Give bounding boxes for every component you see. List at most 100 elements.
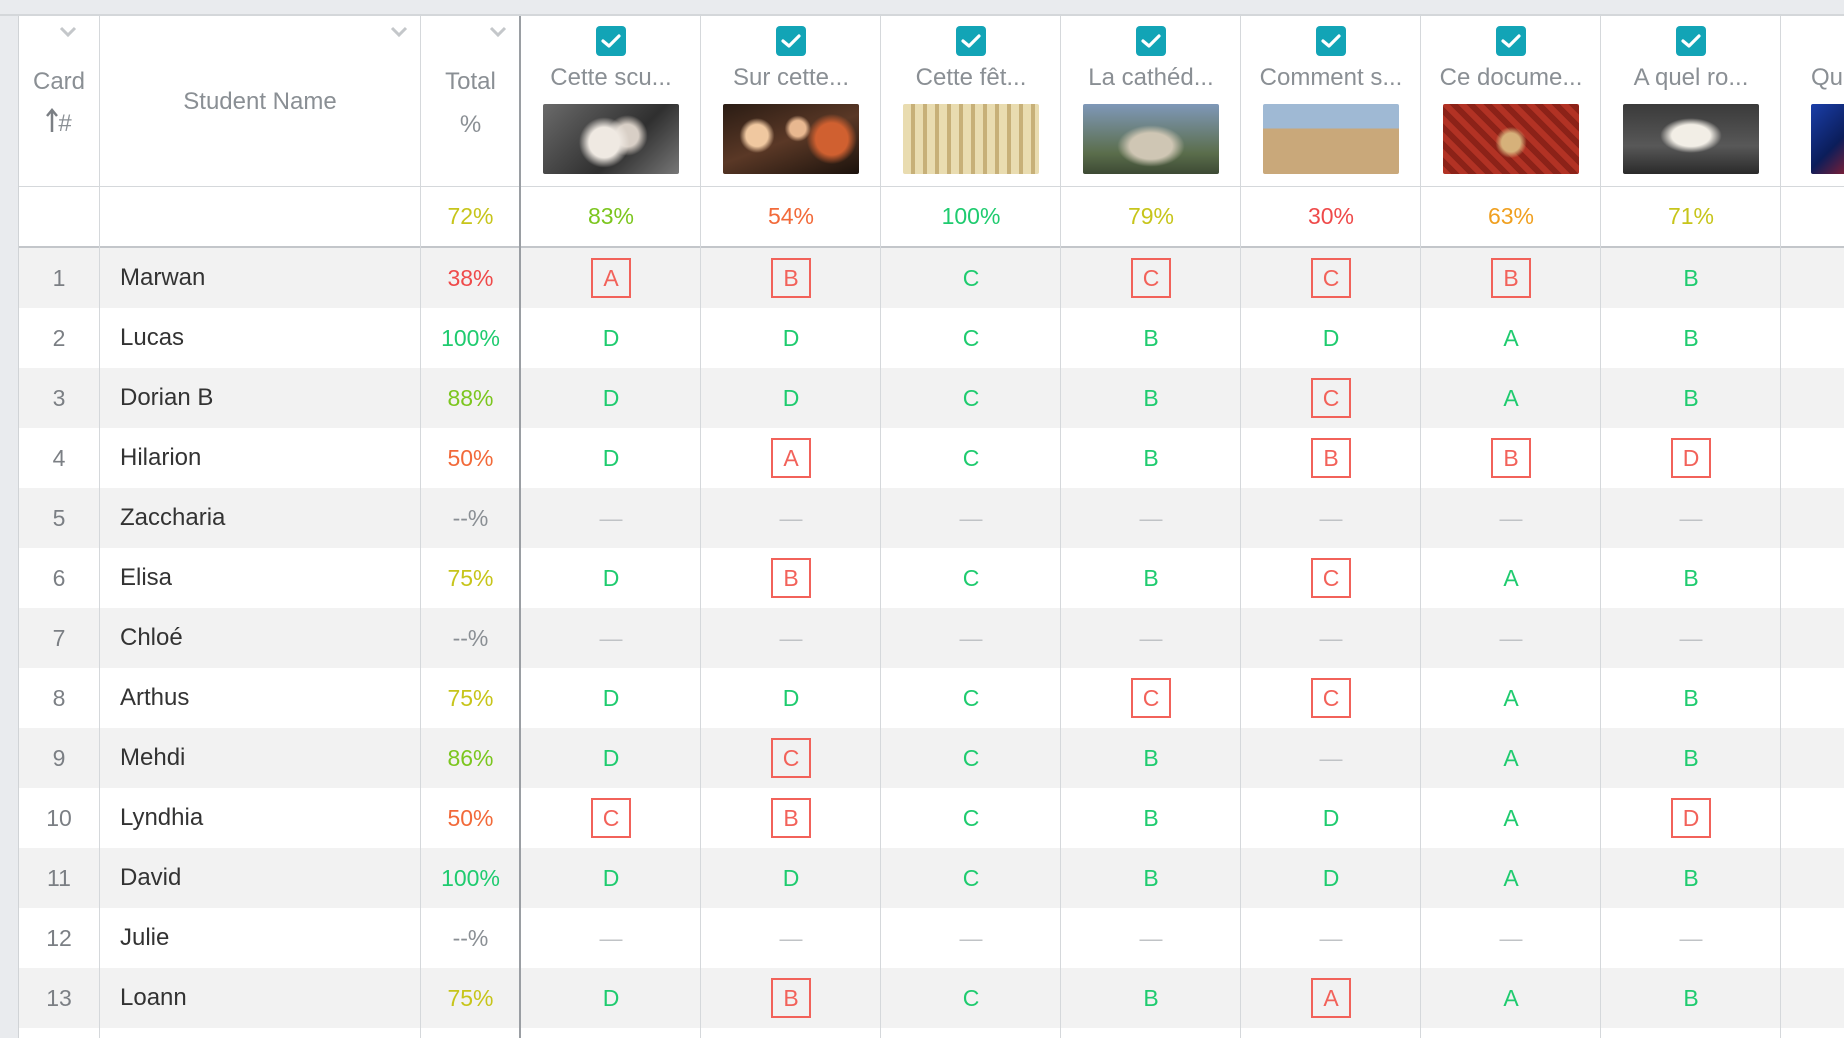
answer-cell[interactable]: A — [1421, 968, 1601, 1028]
answer-cell[interactable]: A — [1241, 968, 1421, 1028]
answer-cell[interactable]: — — [521, 488, 701, 548]
answer-cell[interactable]: — — [1061, 608, 1241, 668]
answer-cell[interactable]: B — [1421, 248, 1601, 308]
answer-cell[interactable]: B — [1061, 368, 1241, 428]
answer-cell[interactable]: D — [1601, 428, 1781, 488]
answer-cell[interactable]: C — [881, 428, 1061, 488]
question-thumbnail-image[interactable] — [1083, 104, 1219, 174]
student-name-column-header[interactable]: Student Name — [100, 16, 420, 186]
student-name[interactable]: Mehdi — [120, 744, 186, 771]
answer-cell[interactable]: A — [1421, 728, 1601, 788]
question-thumbnail-image[interactable] — [1623, 104, 1759, 174]
answer-cell[interactable]: D — [701, 368, 881, 428]
answer-cell[interactable]: B — [1601, 368, 1781, 428]
answer-cell[interactable]: — — [881, 908, 1061, 968]
answer-cell[interactable]: A — [1421, 848, 1601, 908]
answer-cell[interactable]: — — [1241, 608, 1421, 668]
checkbox-checked-icon[interactable] — [1676, 26, 1706, 56]
answer-cell[interactable]: D — [521, 968, 701, 1028]
answer-cell[interactable]: B — [1061, 428, 1241, 488]
answer-cell[interactable]: — — [1241, 488, 1421, 548]
answer-cell[interactable]: A — [1421, 668, 1601, 728]
answer-cell[interactable]: D — [1601, 788, 1781, 848]
answer-cell[interactable]: C — [701, 728, 881, 788]
student-name[interactable]: Dorian B — [120, 384, 214, 411]
answer-cell[interactable]: B — [1601, 668, 1781, 728]
table-row[interactable]: 1 Marwan 38% A B C C C B B — [19, 248, 1844, 308]
answer-cell[interactable]: C — [881, 728, 1061, 788]
table-row[interactable]: 11 David 100% D D C B D A B — [19, 848, 1844, 908]
student-name[interactable]: Arthus — [120, 684, 190, 711]
answer-cell[interactable]: D — [521, 848, 701, 908]
checkbox-checked-icon[interactable] — [956, 26, 986, 56]
answer-cell[interactable]: — — [1241, 908, 1421, 968]
answer-cell[interactable]: C — [881, 968, 1061, 1028]
answer-cell[interactable]: B — [701, 248, 881, 308]
student-name[interactable]: Lyndhia — [120, 804, 204, 831]
question-column-header[interactable]: Ce docume... — [1421, 16, 1601, 186]
answer-cell[interactable]: D — [701, 308, 881, 368]
table-row[interactable]: 9 Mehdi 86% D C C B — A B — [19, 728, 1844, 788]
answer-cell[interactable]: B — [1061, 548, 1241, 608]
answer-cell[interactable]: C — [881, 668, 1061, 728]
table-row[interactable]: 7 Chloé --% — — — — — — — — [19, 608, 1844, 668]
answer-cell[interactable]: C — [1241, 548, 1421, 608]
answer-cell[interactable]: D — [701, 848, 881, 908]
checkbox-checked-icon[interactable] — [596, 26, 626, 56]
answer-cell[interactable]: A — [521, 248, 701, 308]
answer-cell[interactable]: B — [1601, 968, 1781, 1028]
answer-cell[interactable]: D — [701, 668, 881, 728]
answer-cell[interactable]: C — [881, 848, 1061, 908]
table-row[interactable]: 8 Arthus 75% D D C C C A B — [19, 668, 1844, 728]
answer-cell[interactable]: B — [1601, 248, 1781, 308]
answer-cell[interactable]: D — [521, 428, 701, 488]
question-column-header[interactable]: Cette scu... — [521, 16, 701, 186]
answer-cell[interactable]: B — [701, 548, 881, 608]
answer-cell[interactable]: B — [1241, 428, 1421, 488]
answer-cell[interactable]: — — [1601, 488, 1781, 548]
table-row[interactable]: 3 Dorian B 88% D D C B C A B — [19, 368, 1844, 428]
answer-cell[interactable]: C — [881, 788, 1061, 848]
student-name[interactable]: Chloé — [120, 624, 183, 651]
answer-cell[interactable]: D — [521, 728, 701, 788]
answer-cell[interactable]: — — [701, 908, 881, 968]
answer-cell[interactable]: — — [701, 608, 881, 668]
card-column-header[interactable]: Card # — [19, 16, 99, 186]
answer-cell[interactable]: — — [1421, 908, 1601, 968]
checkbox-checked-icon[interactable] — [776, 26, 806, 56]
answer-cell[interactable]: D — [521, 368, 701, 428]
question-thumbnail-image[interactable] — [543, 104, 679, 174]
answer-cell[interactable]: B — [1061, 728, 1241, 788]
answer-cell[interactable]: B — [1601, 548, 1781, 608]
student-name[interactable]: Julie — [120, 924, 170, 951]
question-column-header[interactable]: Qu — [1781, 16, 1844, 186]
question-column-header[interactable]: Sur cette... — [701, 16, 881, 186]
chevron-down-icon[interactable] — [59, 24, 77, 42]
answer-cell[interactable]: — — [521, 608, 701, 668]
question-thumbnail-image[interactable] — [1443, 104, 1579, 174]
answer-cell[interactable]: B — [1061, 968, 1241, 1028]
table-row[interactable]: 4 Hilarion 50% D A C B B B D — [19, 428, 1844, 488]
answer-cell[interactable]: B — [701, 968, 881, 1028]
answer-cell[interactable]: D — [1241, 308, 1421, 368]
total-column-header[interactable]: Total % — [421, 16, 520, 186]
answer-cell[interactable]: — — [881, 608, 1061, 668]
answer-cell[interactable]: C — [1061, 668, 1241, 728]
answer-cell[interactable]: A — [1421, 788, 1601, 848]
answer-cell[interactable]: C — [881, 308, 1061, 368]
answer-cell[interactable]: — — [1601, 608, 1781, 668]
table-row[interactable]: 5 Zaccharia --% — — — — — — — — [19, 488, 1844, 548]
question-thumbnail-image[interactable] — [1263, 104, 1399, 174]
student-name[interactable]: Hilarion — [120, 444, 202, 471]
student-name[interactable]: Marwan — [120, 264, 206, 291]
answer-cell[interactable]: C — [1241, 668, 1421, 728]
student-name[interactable]: Lucas — [120, 324, 185, 351]
answer-cell[interactable]: D — [1241, 788, 1421, 848]
answer-cell[interactable]: B — [1061, 308, 1241, 368]
answer-cell[interactable]: C — [1241, 368, 1421, 428]
answer-cell[interactable]: A — [701, 428, 881, 488]
answer-cell[interactable]: D — [521, 668, 701, 728]
table-row[interactable]: 2 Lucas 100% D D C B D A B — [19, 308, 1844, 368]
student-name[interactable]: Zaccharia — [120, 504, 226, 531]
chevron-down-icon[interactable] — [390, 24, 408, 42]
